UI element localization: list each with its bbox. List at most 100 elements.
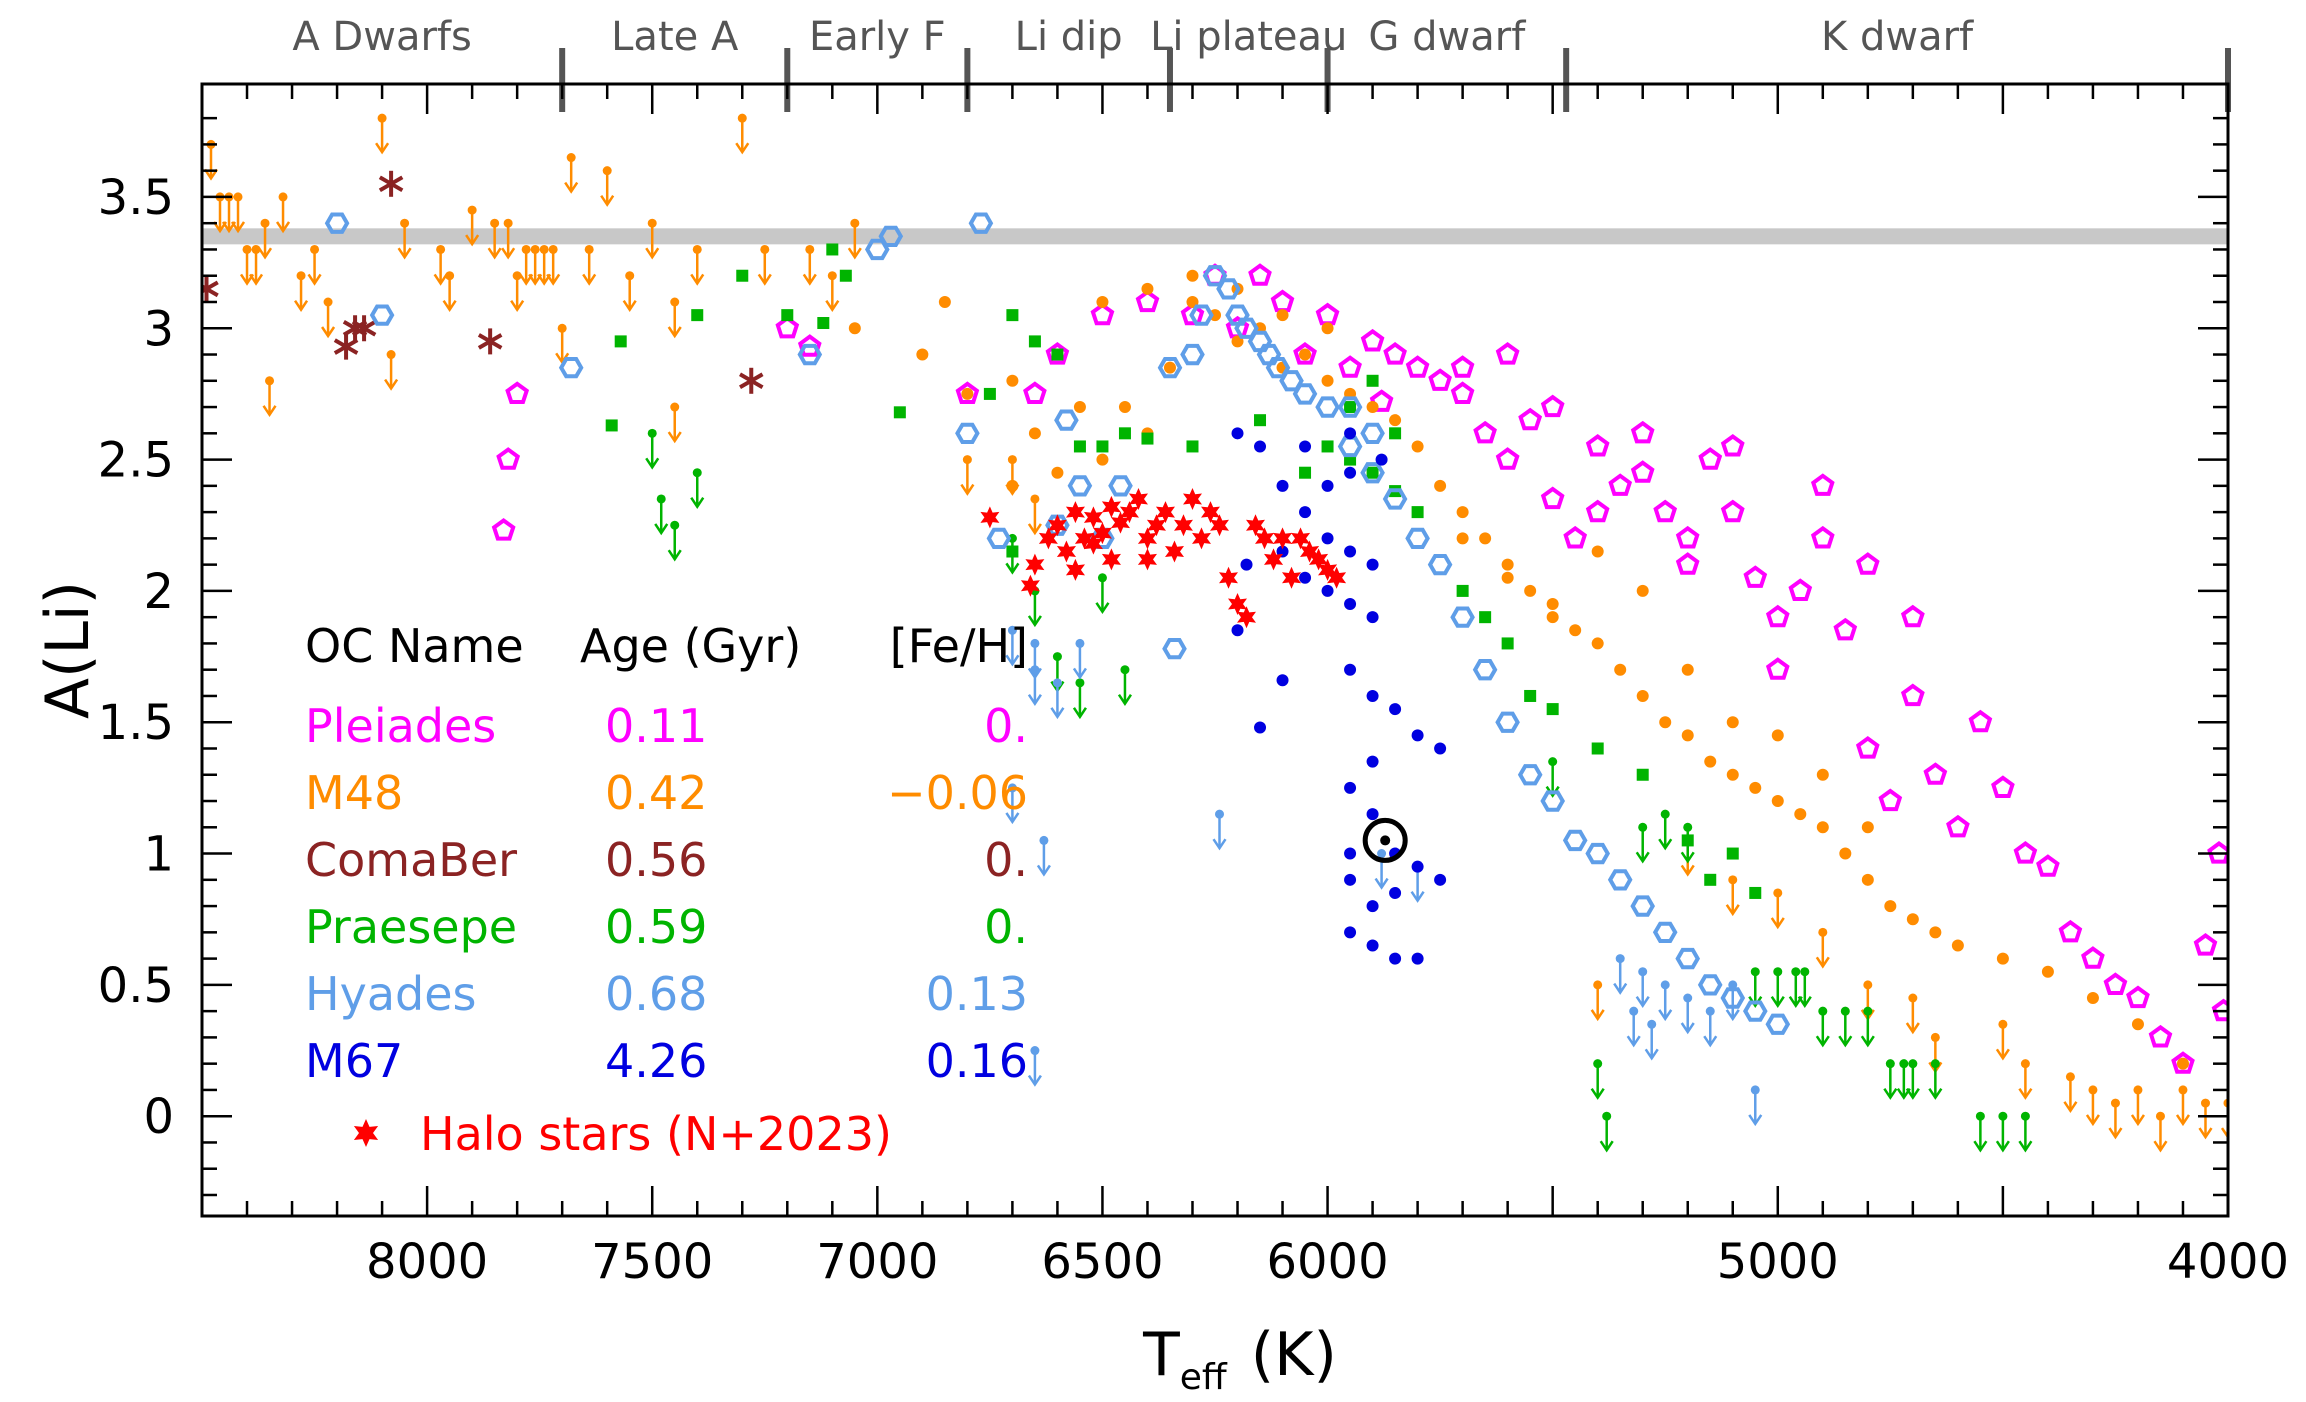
data-point [2086,992,2099,1005]
data-point [1141,282,1154,295]
data-point [1270,289,1295,313]
data-point [1369,389,1394,412]
data-point [1083,532,1103,555]
data-point [1585,434,1610,457]
data-point [1929,926,1942,939]
legend-halo-marker [353,1119,379,1147]
data-point [491,518,516,541]
data-point [239,244,255,286]
data-point [1344,598,1357,611]
data-point [1861,873,1874,886]
data-point [1726,847,1739,860]
data-point [802,244,817,286]
data-point [1698,447,1723,470]
data-point [916,348,929,361]
data-point [1092,522,1112,545]
data-point [1299,506,1312,519]
data-point [294,271,309,312]
data-point [1636,768,1649,781]
data-point [1946,814,1970,838]
data-point [1299,440,1312,453]
y-tick-label: 0.5 [98,958,174,1014]
data-point [825,271,840,312]
data-point [1300,540,1320,563]
data-point [262,376,277,418]
data-point [1411,952,1424,965]
data-point [496,447,521,470]
data-point [275,192,291,234]
y-axis-title: A(Li) [33,581,103,719]
data-point [1652,921,1678,943]
legend-age: 0.68 [605,967,707,1021]
data-point [1344,663,1357,676]
data-point [1318,558,1338,581]
legend-header: [Fe/H] [890,619,1028,673]
data-point [384,350,399,391]
data-point [1344,781,1357,794]
data-point [1479,611,1492,624]
data-point [826,243,839,256]
data-point [1590,1059,1605,1100]
legend-age: 0.59 [605,900,707,954]
data-point [1344,873,1357,886]
series-halo-stars [980,488,1347,629]
data-point [1635,822,1650,864]
y-tick-label: 2.5 [98,433,174,489]
data-point [1050,678,1065,720]
data-point [781,309,794,322]
region-label: A Dwarfs [292,14,471,60]
data-point [1028,335,1041,348]
data-point [2198,1098,2213,1140]
data-point [690,468,705,509]
data-point [1434,479,1447,492]
data-point [1027,494,1042,536]
data-point [1228,593,1247,615]
data-point [1411,729,1424,742]
data-point [1896,1059,1911,1100]
data-point [1748,967,1763,1008]
legend-header: OC Name [305,619,524,673]
data-point [1838,1006,1853,1048]
data-point [1023,381,1047,404]
data-point [1254,721,1267,734]
data-point [1839,847,1852,860]
data-point [1479,532,1492,545]
data-point [1524,584,1537,597]
legend-age: 0.56 [605,833,707,887]
data-point [1585,499,1610,523]
x-tick-label: 5000 [1717,1234,1839,1290]
data-point [1264,548,1284,571]
data-point [1411,860,1424,873]
data-point [333,333,359,360]
data-point [307,244,322,286]
data-point [1906,913,1919,926]
data-point [1765,604,1790,628]
data-point [1996,952,2009,965]
data-point [1861,821,1874,834]
data-point [1675,525,1700,549]
data-point [1117,665,1132,706]
data-point [202,275,219,302]
data-point [1038,527,1058,550]
data-point [1770,888,1785,930]
data-point [2171,1051,2195,1074]
data-point [2211,998,2228,1022]
data-point [1630,420,1655,444]
legend-age: 0.11 [605,699,707,753]
data-point [1878,788,1903,812]
data-point [1389,414,1402,427]
data-point [1590,980,1605,1022]
data-point [1794,808,1807,821]
data-point [1299,571,1312,584]
data-point [1096,295,1109,308]
plot-frame [200,82,2230,1218]
data-point [1680,822,1695,864]
y-tick-label: 1.5 [98,695,174,751]
data-point [1591,637,1604,650]
data-point [2175,1085,2191,1127]
x-tick-label: 4000 [2167,1234,2289,1290]
data-point [1658,809,1673,851]
data-point [1816,768,1829,781]
data-point [1697,974,1723,996]
data-point [1118,401,1131,414]
